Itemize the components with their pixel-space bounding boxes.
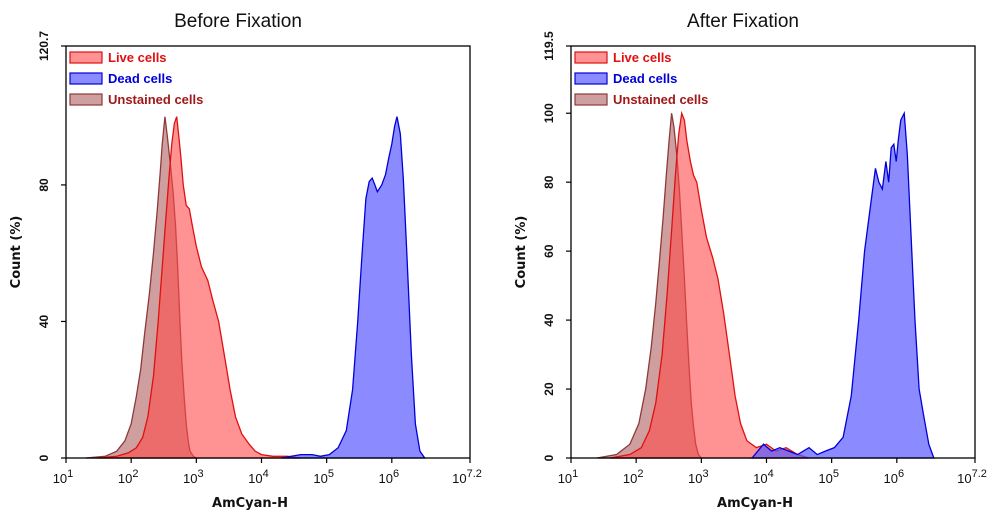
legend-swatch-dead-cells (69, 72, 103, 85)
y-tick-label: 20 (542, 382, 556, 396)
chart-title: Before Fixation (174, 11, 302, 32)
y-tick-label: 60 (542, 244, 556, 258)
y-tick-label: 40 (542, 313, 556, 327)
legend-swatch-unstained-cells (574, 93, 608, 106)
y-axis-label: Count (%) (9, 216, 24, 289)
series-area-dead-cells (280, 116, 426, 459)
legend-swatch-live-cells (574, 51, 608, 64)
y-tick-label: 120.7 (37, 31, 51, 61)
x-tick-label: 106 (379, 468, 400, 486)
x-tick-label: 104 (753, 468, 774, 486)
x-tick-label: 105 (818, 468, 839, 486)
x-tick-label: 103 (183, 468, 204, 486)
x-tick-label: 106 (884, 468, 905, 486)
x-axis-label: AmCyan-H (212, 496, 288, 511)
legend-label-live-cells: Live cells (108, 50, 167, 65)
x-tick-label: 104 (248, 468, 269, 486)
chart-title: After Fixation (687, 11, 799, 32)
x-tick-label: 102 (623, 468, 644, 486)
legend-label-unstained-cells: Unstained cells (108, 92, 203, 107)
x-axis-label: AmCyan-H (717, 496, 793, 511)
y-tick-label: 80 (542, 175, 556, 189)
legend-label-unstained-cells: Unstained cells (613, 92, 708, 107)
chart-panel-1: Before Fixation 101 102 103 104 105 106 107.2 0 4… (9, 11, 482, 511)
legend-swatch-unstained-cells (69, 93, 103, 106)
x-tick-label: 103 (688, 468, 709, 486)
x-tick-label: 107.2 (957, 468, 987, 486)
legend-label-dead-cells: Dead cells (613, 71, 677, 86)
x-tick-label: 105 (313, 468, 334, 486)
y-axis-label: Count (%) (514, 216, 529, 289)
legend-label-dead-cells: Dead cells (108, 71, 172, 86)
y-tick-label: 80 (37, 178, 51, 192)
series-area-dead-cells (750, 110, 935, 459)
series-area-live-cells (610, 110, 810, 459)
chart-panel-2: After Fixation 101 102 103 104 105 106 107.2 0 20… (514, 11, 987, 511)
x-tick-label: 102 (118, 468, 139, 486)
y-tick-label: 100 (542, 103, 556, 123)
series-area-live-cells (97, 116, 301, 459)
plot-frame (65, 45, 471, 459)
x-tick-label: 107.2 (452, 468, 482, 486)
legend-swatch-live-cells (69, 51, 103, 64)
y-tick-label: 40 (37, 314, 51, 328)
y-tick-label: 0 (542, 454, 556, 461)
legend-swatch-dead-cells (574, 72, 608, 85)
legend-label-live-cells: Live cells (613, 50, 672, 65)
plot-frame (570, 45, 976, 459)
y-tick-label: 0 (37, 454, 51, 461)
y-tick-label: 119.5 (542, 31, 556, 61)
x-tick-label: 101 (53, 468, 74, 486)
x-tick-label: 101 (558, 468, 579, 486)
